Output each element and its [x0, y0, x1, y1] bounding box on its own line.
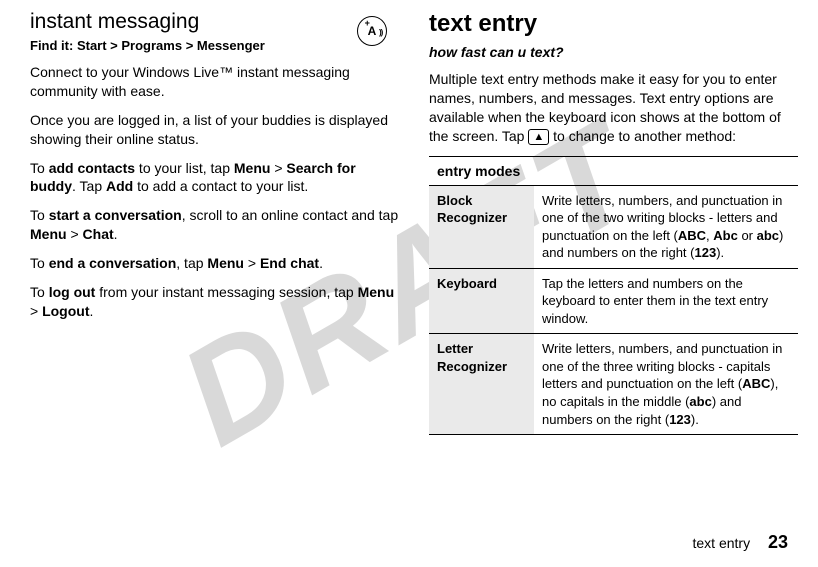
im-p6: To log out from your instant messaging s…: [30, 283, 399, 321]
t: , scroll to an online contact and tap: [182, 207, 398, 223]
t: To: [30, 284, 49, 300]
t: To: [30, 160, 49, 176]
t: >: [244, 255, 260, 271]
start-conv-bold: start a conversation: [49, 207, 182, 223]
t: ).: [716, 245, 724, 260]
t: .: [319, 255, 323, 271]
page-footer: text entry 23: [692, 532, 788, 553]
mode-keyboard-desc: Tap the letters and numbers on the keybo…: [534, 268, 798, 334]
messaging-icon-letter: + A )): [368, 24, 377, 38]
entry-modes-table: entry modes Block Recognizer Write lette…: [429, 156, 798, 436]
im-p2: Once you are logged in, a list of your b…: [30, 111, 399, 149]
mode-letter-desc: Write letters, numbers, and punctuation …: [534, 334, 798, 435]
t: or: [738, 228, 757, 243]
add-contacts-bold: add contacts: [49, 160, 135, 176]
menu-label: Menu: [30, 226, 67, 242]
add-label: Add: [106, 178, 133, 194]
footer-section: text entry: [692, 535, 750, 551]
t: to change to another method:: [549, 128, 736, 144]
t: .: [90, 303, 94, 319]
abc-label: ABC: [678, 228, 706, 243]
abc-label: abc: [689, 394, 711, 409]
messaging-icon: + A )): [357, 16, 387, 46]
find-it-path: Start > Programs > Messenger: [77, 38, 265, 53]
mode-block-desc: Write letters, numbers, and punctuation …: [534, 185, 798, 268]
plus-glyph: +: [365, 18, 370, 28]
123-label: 123: [694, 245, 716, 260]
text-entry-intro: Multiple text entry methods make it easy…: [429, 70, 798, 146]
im-p4: To start a conversation, scroll to an on…: [30, 206, 399, 244]
menu-label: Menu: [358, 284, 395, 300]
table-row: Block Recognizer Write letters, numbers,…: [429, 185, 798, 268]
t: from your instant messaging session, tap: [95, 284, 357, 300]
entry-modes-header: entry modes: [429, 156, 798, 185]
page-columns: + A )) instant messaging Find it: Start …: [0, 0, 818, 435]
t: >: [67, 226, 83, 242]
up-keycap-icon: ▲: [528, 129, 549, 145]
end-chat-label: End chat: [260, 255, 319, 271]
table-row: Letter Recognizer Write letters, numbers…: [429, 334, 798, 435]
find-it-line: Find it: Start > Programs > Messenger: [30, 38, 399, 53]
left-column: + A )) instant messaging Find it: Start …: [30, 10, 399, 435]
abc-label: abc: [757, 228, 779, 243]
im-heading: instant messaging: [30, 10, 399, 34]
find-it-label: Find it:: [30, 38, 73, 53]
end-conv-bold: end a conversation: [49, 255, 177, 271]
mode-block-recognizer: Block Recognizer: [429, 185, 534, 268]
dots-glyph: )): [379, 28, 382, 37]
mode-letter-recognizer: Letter Recognizer: [429, 334, 534, 435]
mode-keyboard: Keyboard: [429, 268, 534, 334]
logout-label: Logout: [42, 303, 89, 319]
t: . Tap: [72, 178, 106, 194]
t: , tap: [176, 255, 207, 271]
t: To: [30, 207, 49, 223]
t: >: [270, 160, 286, 176]
right-column: text entry how fast can u text? Multiple…: [429, 10, 798, 435]
t: .: [114, 226, 118, 242]
t: to your list, tap: [135, 160, 234, 176]
123-label: 123: [669, 412, 691, 427]
page-number: 23: [768, 532, 788, 552]
t: To: [30, 255, 49, 271]
im-p3: To add contacts to your list, tap Menu >…: [30, 159, 399, 197]
t: >: [30, 303, 42, 319]
table-row: Keyboard Tap the letters and numbers on …: [429, 268, 798, 334]
text-entry-subtitle: how fast can u text?: [429, 44, 798, 60]
menu-label: Menu: [207, 255, 244, 271]
chat-label: Chat: [83, 226, 114, 242]
im-p5: To end a conversation, tap Menu > End ch…: [30, 254, 399, 273]
im-p1: Connect to your Windows Live™ instant me…: [30, 63, 399, 101]
text-entry-heading: text entry: [429, 10, 798, 38]
t: to add a contact to your list.: [133, 178, 308, 194]
logout-bold: log out: [49, 284, 96, 300]
abc-label: Abc: [713, 228, 738, 243]
menu-label: Menu: [234, 160, 271, 176]
abc-label: ABC: [742, 376, 770, 391]
t: ).: [691, 412, 699, 427]
